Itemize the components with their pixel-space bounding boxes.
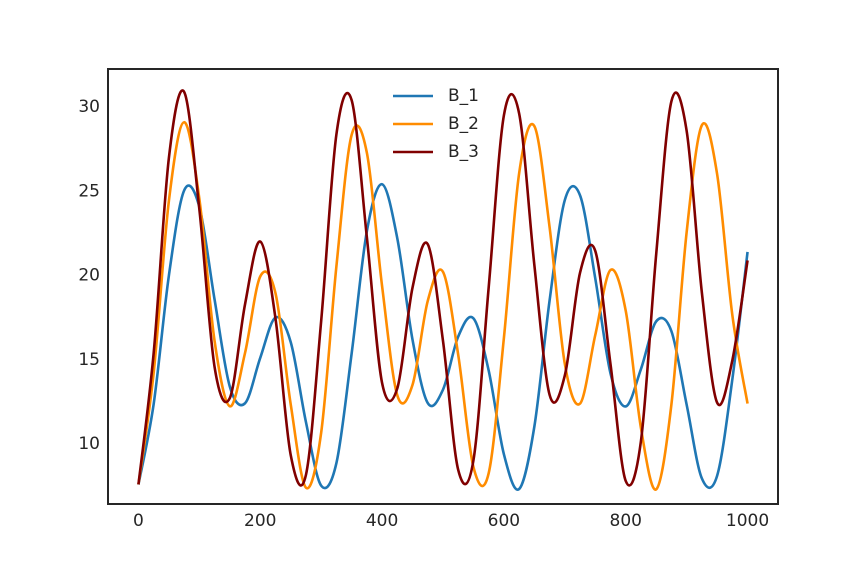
- data-line: [137, 120, 749, 491]
- y-tick-label: 20: [78, 266, 100, 286]
- data-line: [137, 182, 749, 491]
- y-tick-label: 15: [78, 350, 100, 370]
- x-tick-label: 200: [244, 511, 276, 531]
- plot-area: [137, 89, 749, 491]
- axes-frame: [107, 68, 779, 505]
- legend-label: B_2: [448, 114, 479, 134]
- legend-label: B_3: [448, 142, 479, 162]
- data-line: [137, 89, 749, 487]
- x-tick-label: 400: [366, 511, 398, 531]
- x-tick-label: 600: [488, 511, 520, 531]
- x-tick-label: 800: [610, 511, 642, 531]
- y-tick-label: 30: [78, 97, 100, 117]
- y-tick-label: 10: [78, 434, 100, 454]
- x-tick-label: 1000: [726, 511, 769, 531]
- legend-label: B_1: [448, 86, 479, 106]
- y-tick-label: 25: [78, 181, 100, 201]
- x-tick-label: 0: [133, 511, 144, 531]
